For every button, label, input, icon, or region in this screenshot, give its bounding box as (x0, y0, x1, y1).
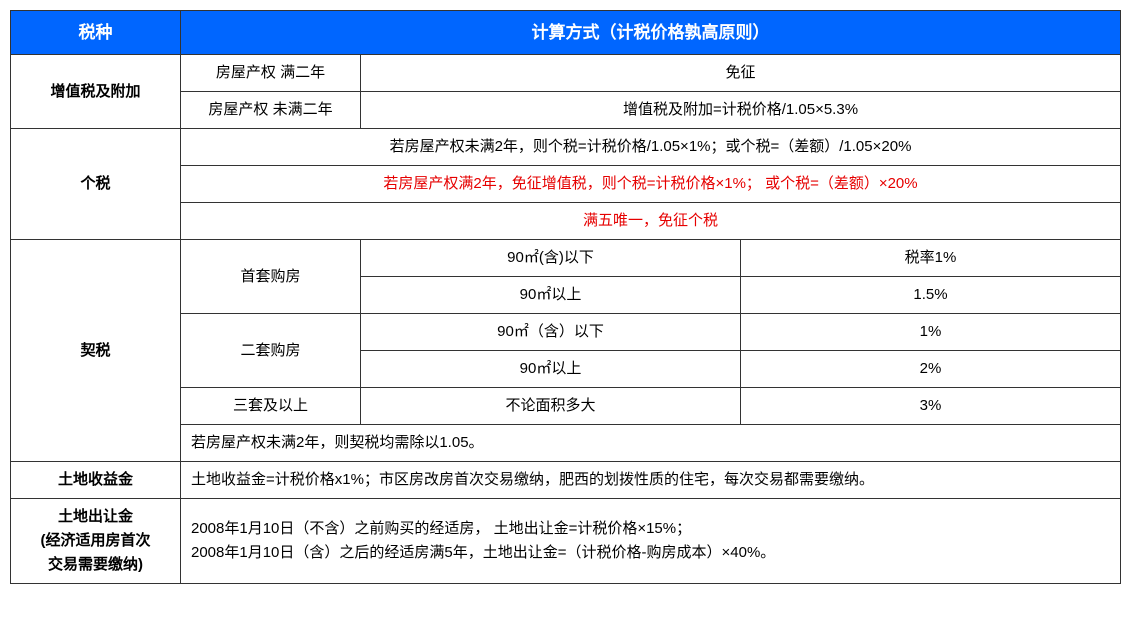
deedtax-note: 若房屋产权未满2年，则契税均需除以1.05。 (181, 425, 1121, 462)
landtransfer-row: 土地出让金 (经济适用房首次 交易需要缴纳) 2008年1月10日（不含）之前购… (11, 499, 1121, 584)
landtransfer-label: 土地出让金 (经济适用房首次 交易需要缴纳) (11, 499, 181, 584)
vat-r1-cond: 房屋产权 满二年 (181, 55, 361, 92)
vat-r2-result: 增值税及附加=计税价格/1.05×5.3% (361, 92, 1121, 129)
vat-r2-cond: 房屋产权 未满二年 (181, 92, 361, 129)
landtransfer-label-l3: 交易需要缴纳) (48, 556, 143, 573)
deedtax-third-rate: 3% (741, 388, 1121, 425)
landtransfer-text-l1: 2008年1月10日（不含）之前购买的经适房， 土地出让金=计税价格×15%； (191, 520, 691, 537)
header-taxtype: 税种 (11, 11, 181, 55)
deedtax-first-a-rate: 税率1% (741, 240, 1121, 277)
landprofit-label: 土地收益金 (11, 462, 181, 499)
deedtax-third-label: 三套及以上 (181, 388, 361, 425)
deedtax-first-label: 首套购房 (181, 240, 361, 314)
deedtax-second-b-cond: 90㎡以上 (361, 351, 741, 388)
tax-table: 税种 计算方式（计税价格孰高原则） 增值税及附加 房屋产权 满二年 免征 房屋产… (10, 10, 1121, 584)
vat-r1-result: 免征 (361, 55, 1121, 92)
deedtax-first-a: 契税 首套购房 90㎡(含)以下 税率1% (11, 240, 1121, 277)
deedtax-first-a-cond: 90㎡(含)以下 (361, 240, 741, 277)
header-calc: 计算方式（计税价格孰高原则） (181, 11, 1121, 55)
landprofit-row: 土地收益金 土地收益金=计税价格x1%；市区房改房首次交易缴纳，肥西的划拨性质的… (11, 462, 1121, 499)
deedtax-second-a-cond: 90㎡（含）以下 (361, 314, 741, 351)
vat-row1: 增值税及附加 房屋产权 满二年 免征 (11, 55, 1121, 92)
deedtax-second-b-rate: 2% (741, 351, 1121, 388)
incometax-line3: 满五唯一，免征个税 (181, 203, 1121, 240)
landprofit-text: 土地收益金=计税价格x1%；市区房改房首次交易缴纳，肥西的划拨性质的住宅，每次交… (181, 462, 1121, 499)
deedtax-first-b-rate: 1.5% (741, 277, 1121, 314)
landtransfer-text: 2008年1月10日（不含）之前购买的经适房， 土地出让金=计税价格×15%； … (181, 499, 1121, 584)
landtransfer-text-l2: 2008年1月10日（含）之后的经适房满5年，土地出让金=（计税价格-购房成本）… (191, 544, 775, 561)
vat-label: 增值税及附加 (11, 55, 181, 129)
deedtax-label: 契税 (11, 240, 181, 462)
landtransfer-label-l2: (经济适用房首次 (41, 532, 151, 549)
incometax-line2: 若房屋产权满2年，免征增值税，则个税=计税价格×1%； 或个税=（差额）×20% (181, 166, 1121, 203)
incometax-line1: 若房屋产权未满2年，则个税=计税价格/1.05×1%；或个税=（差额）/1.05… (181, 129, 1121, 166)
deedtax-second-label: 二套购房 (181, 314, 361, 388)
deedtax-third-cond: 不论面积多大 (361, 388, 741, 425)
deedtax-first-b-cond: 90㎡以上 (361, 277, 741, 314)
landtransfer-label-l1: 土地出让金 (58, 508, 133, 525)
header-row: 税种 计算方式（计税价格孰高原则） (11, 11, 1121, 55)
deedtax-second-a-rate: 1% (741, 314, 1121, 351)
incometax-row1: 个税 若房屋产权未满2年，则个税=计税价格/1.05×1%；或个税=（差额）/1… (11, 129, 1121, 166)
incometax-label: 个税 (11, 129, 181, 240)
